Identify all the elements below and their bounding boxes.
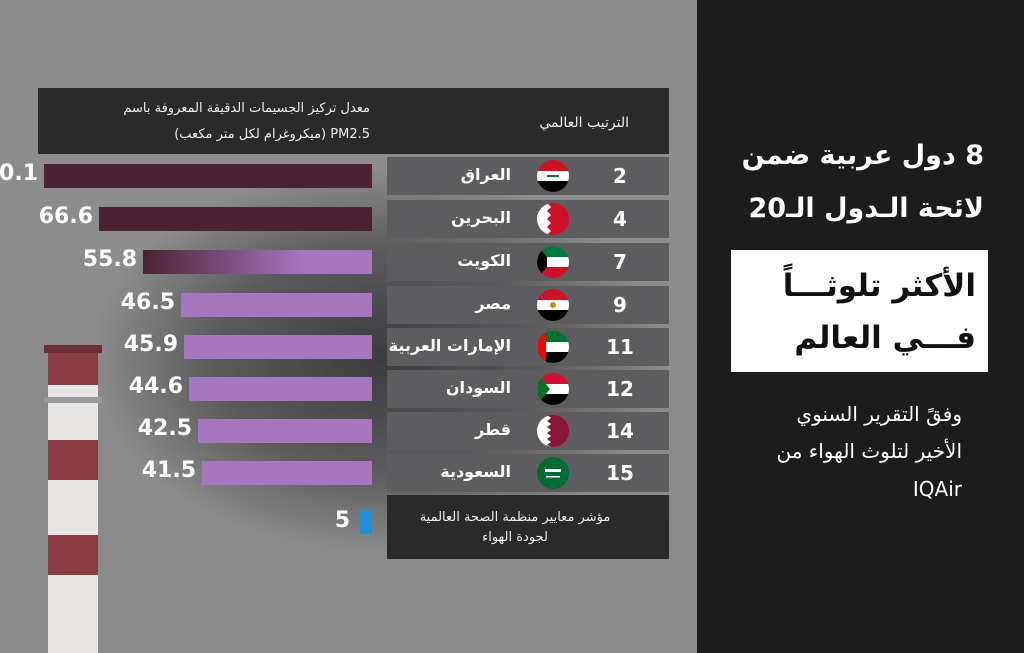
who-reference-label: مؤشر معايير منظمة الصحة العالمية لجودة ا… <box>395 508 635 548</box>
source-line1: وفقً التقرير السنوي <box>796 402 962 426</box>
table-row <box>387 200 669 238</box>
bar <box>44 164 372 188</box>
sudan-flag-icon <box>537 373 569 405</box>
bar-value-label: 45.9 <box>123 332 178 357</box>
table-row <box>387 157 669 195</box>
rank-label: الترتيب العالمي <box>539 115 629 131</box>
chimney-illustration <box>44 345 102 653</box>
bar-value-label: 80.1 <box>0 161 38 186</box>
table-row <box>387 370 669 408</box>
bar <box>189 377 372 401</box>
bar <box>143 250 372 274</box>
country-name: مصر <box>475 294 511 313</box>
rank-value: 14 <box>606 419 634 443</box>
bar-value-label: 42.5 <box>137 416 192 441</box>
source-line3: IQAir <box>912 477 962 501</box>
country-name: الكويت <box>457 251 511 270</box>
bar <box>99 207 372 231</box>
table-header <box>38 88 669 154</box>
country-name: السعودية <box>440 462 511 481</box>
saudi-flag-icon <box>537 457 569 489</box>
table-row <box>387 328 669 366</box>
kuwait-flag-icon <box>537 246 569 278</box>
table-row <box>387 243 669 281</box>
bar <box>181 293 372 317</box>
who-reference-bar <box>360 510 372 534</box>
country-name: البحرين <box>451 208 511 227</box>
highlight-line1: الأكثر تلوثـــاً <box>782 268 976 304</box>
rank-value: 9 <box>613 293 627 317</box>
pm-label: معدل تركيز الجسيمات الدقيقة المعروفة باس… <box>50 96 370 148</box>
country-name: قطر <box>474 420 511 439</box>
who-label-line1: مؤشر معايير منظمة الصحة العالمية <box>419 510 611 525</box>
table-row <box>387 412 669 450</box>
bar <box>202 461 372 485</box>
rank-value: 2 <box>613 164 627 188</box>
rank-value: 4 <box>613 207 627 231</box>
country-name: السودان <box>445 378 511 397</box>
egypt-flag-icon <box>537 289 569 321</box>
highlight-box <box>731 250 988 372</box>
bar-value-label: 55.8 <box>82 247 137 272</box>
pm-label-line1: معدل تركيز الجسيمات الدقيقة المعروفة باس… <box>123 101 370 116</box>
bar <box>198 419 372 443</box>
uae-flag-icon <box>537 331 569 363</box>
rank-value: 15 <box>606 461 634 485</box>
who-label-line2: لجودة الهواء <box>482 530 548 545</box>
bar-value-label: 46.5 <box>120 290 175 315</box>
country-name: الإمارات العربية <box>388 336 511 355</box>
iraq-flag-icon <box>537 160 569 192</box>
bar <box>184 335 372 359</box>
bar-value-label: 44.6 <box>128 374 183 399</box>
bar-value-label: 66.6 <box>38 204 93 229</box>
source-line2: الأخير لتلوث الهواء من <box>776 439 962 463</box>
pm-label-line2: PM2.5 (ميكروغرام لكل متر مكعب) <box>174 127 370 142</box>
bahrain-flag-icon <box>537 203 569 235</box>
table-row <box>387 454 669 492</box>
panel-title-line2: لائحة الـدول الـ20 <box>748 193 984 224</box>
highlight-line2: فـــي العالم <box>794 320 976 356</box>
who-reference-value: 5 <box>334 508 350 533</box>
panel-title-line1: 8 دول عربية ضمن <box>741 140 984 171</box>
bar-value-label: 41.5 <box>141 458 196 483</box>
rank-value: 11 <box>606 335 634 359</box>
country-name: العراق <box>460 165 511 184</box>
rank-value: 12 <box>606 377 634 401</box>
qatar-flag-icon <box>537 415 569 447</box>
who-reference-box <box>387 495 669 559</box>
table-row <box>387 286 669 324</box>
rank-value: 7 <box>613 250 627 274</box>
